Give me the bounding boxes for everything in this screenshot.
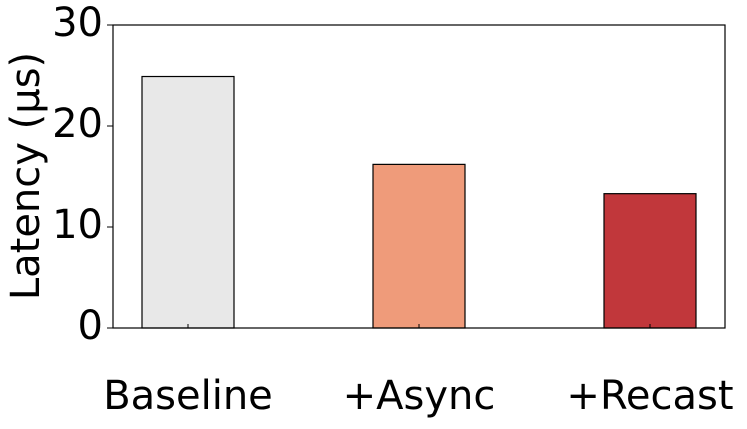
- x-tick-label: +Recast: [566, 373, 733, 419]
- x-tick-label: Baseline: [103, 373, 273, 419]
- x-tick-label: +Async: [343, 373, 496, 419]
- y-tick-label: 30: [52, 0, 103, 46]
- bar: [603, 193, 697, 329]
- y-tick-label: 10: [52, 202, 103, 248]
- y-tick-label: 0: [78, 303, 103, 349]
- bar: [141, 75, 235, 329]
- y-tick-label: 20: [52, 101, 103, 147]
- bar: [372, 163, 466, 329]
- y-axis-label: Latency (μs): [3, 52, 49, 300]
- plot-frame: [112, 24, 726, 329]
